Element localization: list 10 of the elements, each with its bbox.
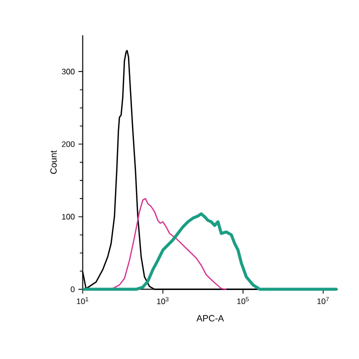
x-tick-label: 10$^{7}$ [317,297,329,304]
y-axis-title: Count [50,150,57,174]
y-tick-label: 200 [62,141,75,147]
y-tick-label: 300 [62,68,75,74]
x-tick-label: 10$^{1}$ [76,297,88,304]
x-tick-label: 10$^{3}$ [157,297,168,304]
y-tick-label: 0 [70,286,75,292]
x-tick-label: 10$^{5}$ [237,297,249,304]
y-tick-label: 100 [62,214,75,220]
x-axis-title: APC-A [196,315,224,322]
